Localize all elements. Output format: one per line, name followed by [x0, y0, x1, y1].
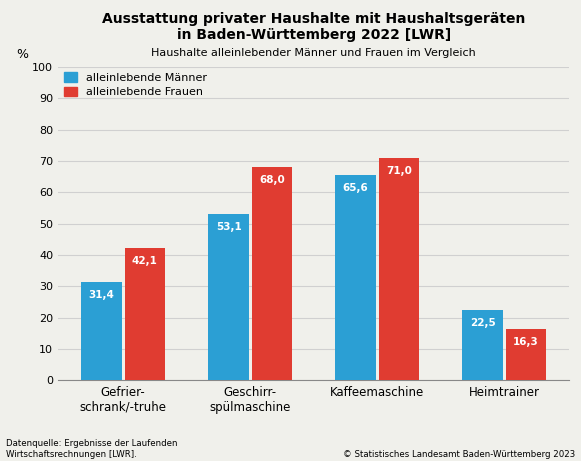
- Text: 31,4: 31,4: [89, 290, 114, 300]
- Text: 68,0: 68,0: [259, 175, 285, 185]
- Y-axis label: %: %: [16, 47, 28, 60]
- Bar: [335, 175, 376, 380]
- Text: 16,3: 16,3: [513, 337, 539, 347]
- Text: Ausstattung privater Haushalte mit Haushaltsgeräten
in Baden-Württemberg 2022 [L: Ausstattung privater Haushalte mit Haush…: [102, 12, 525, 42]
- Bar: [124, 248, 165, 380]
- Bar: [81, 282, 122, 380]
- Text: 42,1: 42,1: [132, 256, 158, 266]
- Bar: [505, 329, 546, 380]
- Text: Haushalte alleinlebender Männer und Frauen im Vergleich: Haushalte alleinlebender Männer und Frau…: [152, 48, 476, 59]
- Text: 22,5: 22,5: [470, 318, 496, 328]
- Legend: alleinlebende Männer, alleinlebende Frauen: alleinlebende Männer, alleinlebende Frau…: [64, 72, 207, 97]
- Bar: [462, 310, 503, 380]
- Text: © Statistisches Landesamt Baden-Württemberg 2023: © Statistisches Landesamt Baden-Württemb…: [343, 449, 575, 459]
- Text: 53,1: 53,1: [216, 222, 242, 232]
- Bar: [252, 167, 292, 380]
- Bar: [209, 214, 249, 380]
- Text: 71,0: 71,0: [386, 165, 412, 176]
- Text: 65,6: 65,6: [343, 183, 368, 193]
- Text: Datenquelle: Ergebnisse der Laufenden
Wirtschaftsrechnungen [LWR].: Datenquelle: Ergebnisse der Laufenden Wi…: [6, 439, 177, 459]
- Bar: [378, 158, 419, 380]
